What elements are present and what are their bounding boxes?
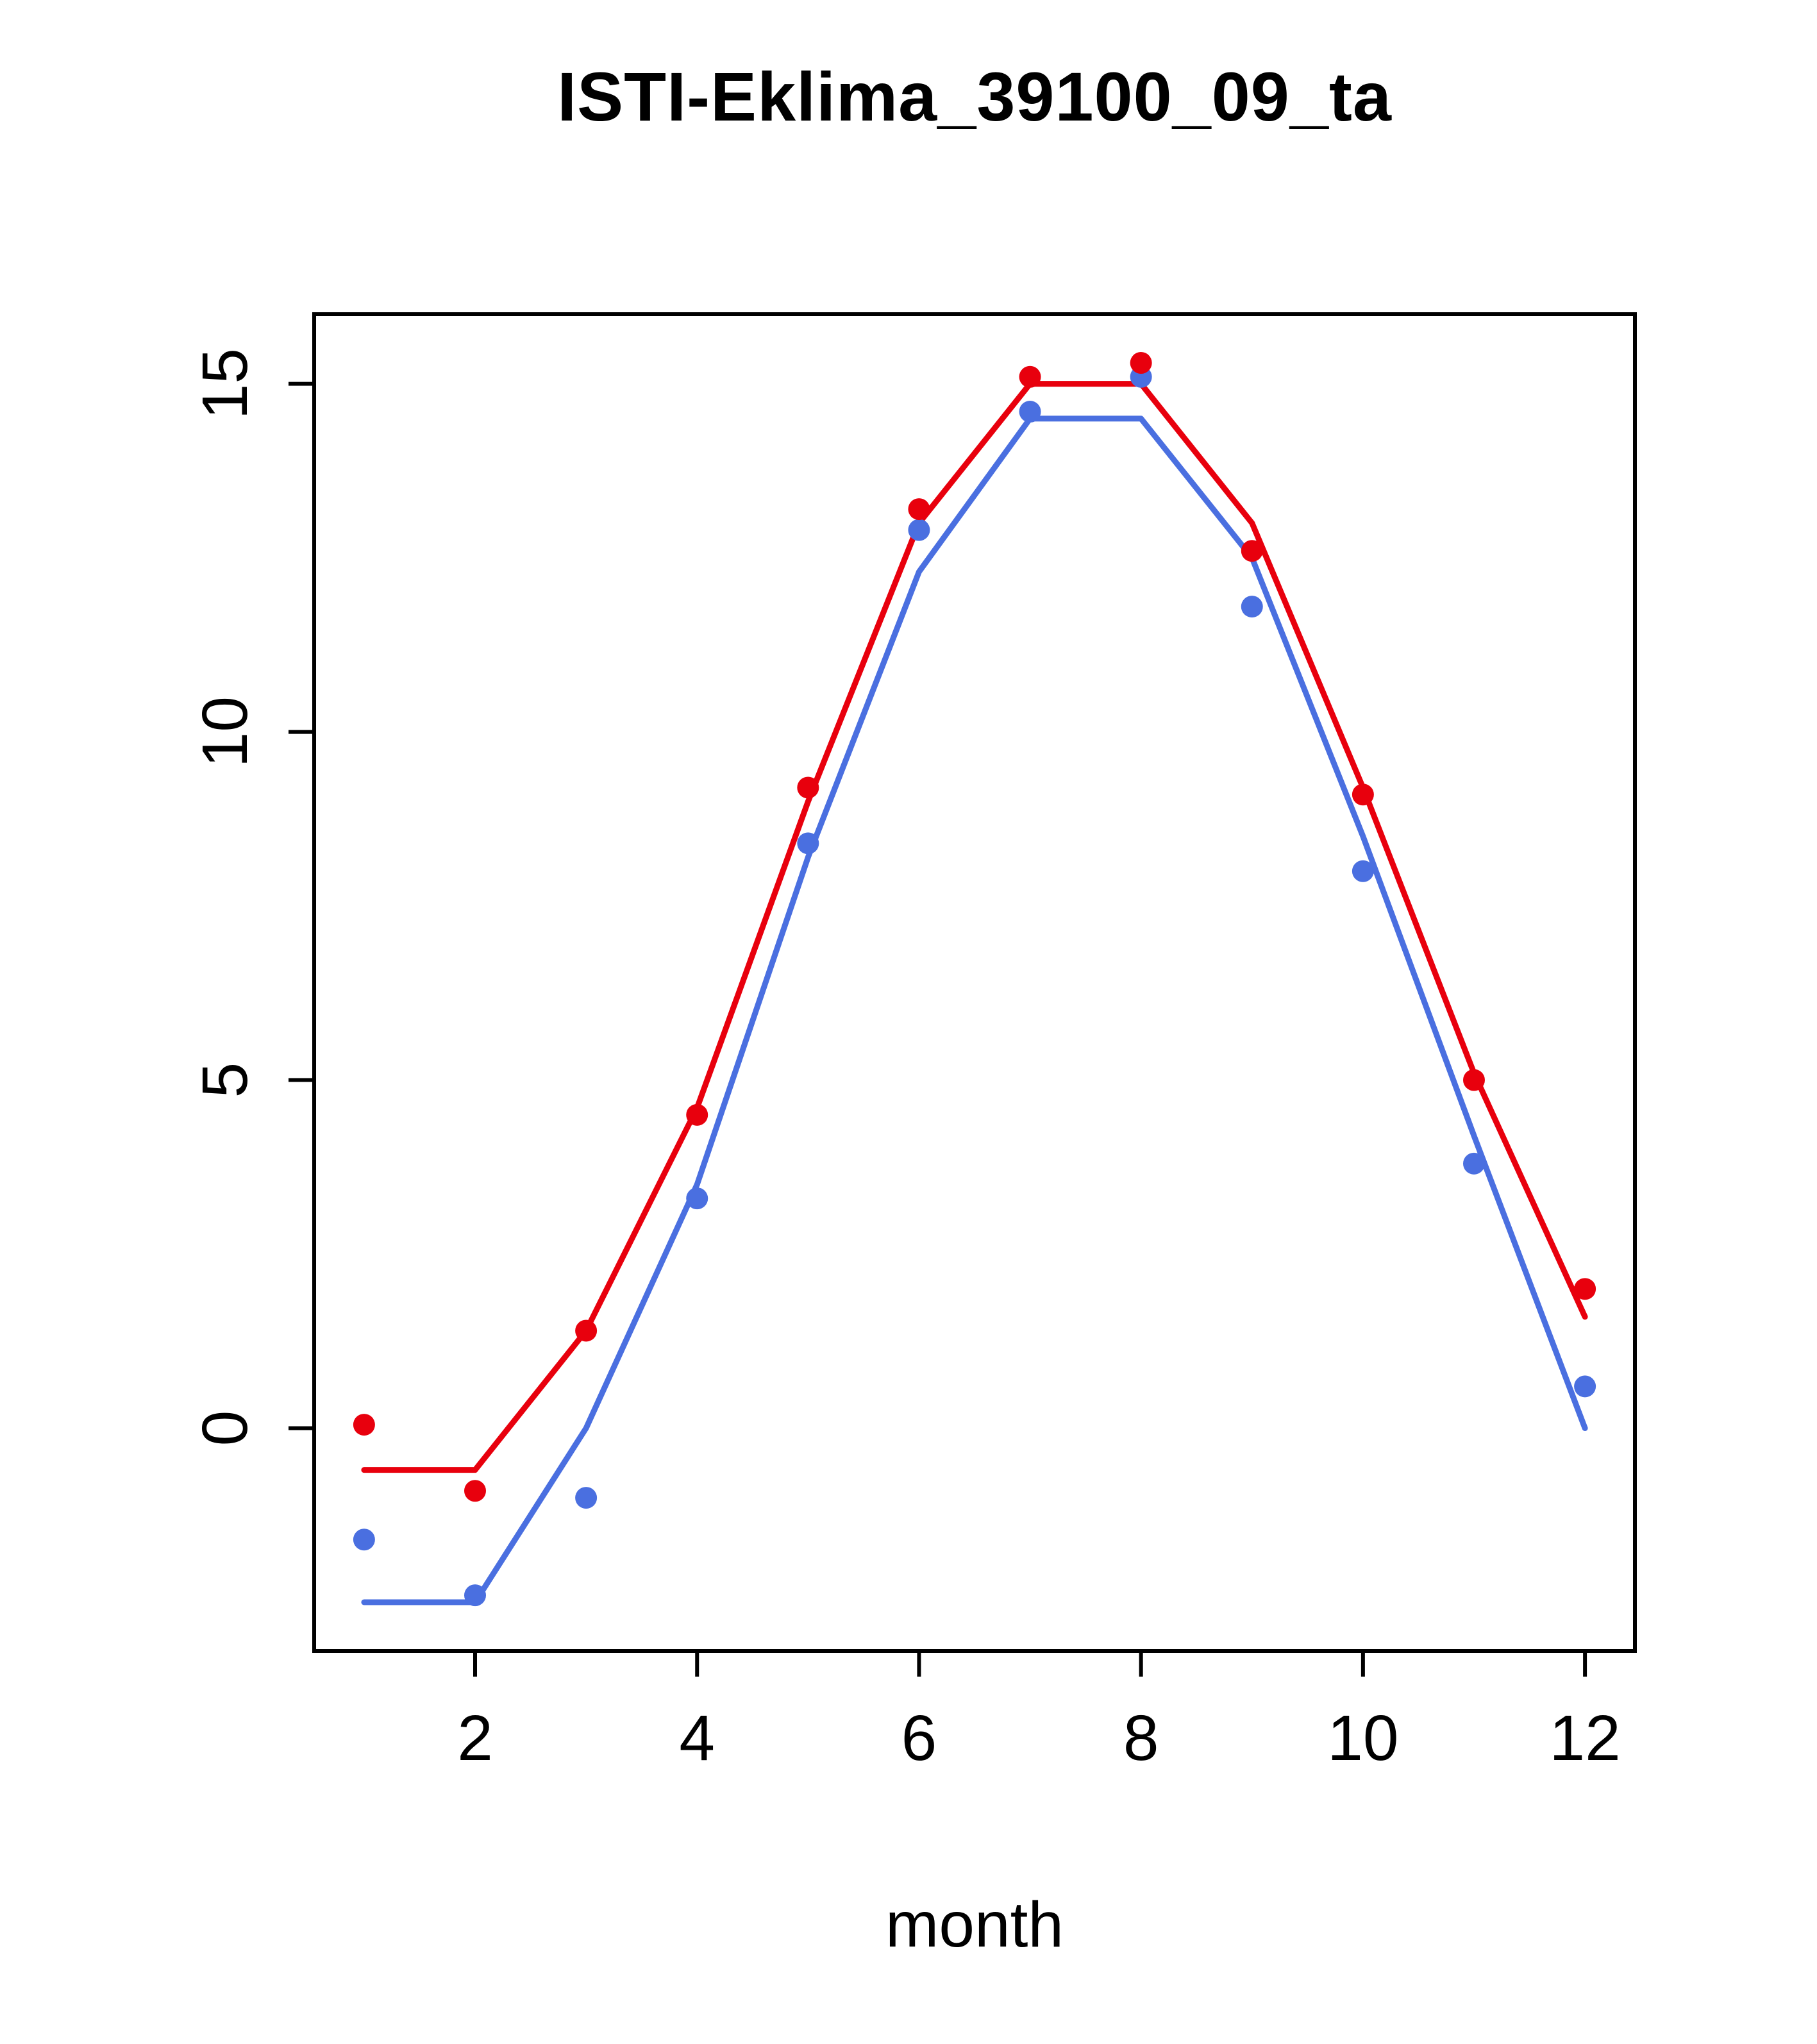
- series-red-points-marker: [1019, 365, 1041, 388]
- series-red-points-marker: [1574, 1278, 1596, 1300]
- series-red-points-marker: [1352, 783, 1374, 806]
- series-blue-points-marker: [686, 1187, 708, 1210]
- y-tick-label: 5: [189, 1062, 261, 1098]
- series-blue-points-marker: [1462, 1152, 1485, 1175]
- series-red-points-marker: [464, 1480, 487, 1502]
- series-red-points-marker: [353, 1414, 375, 1436]
- x-tick-label: 8: [1123, 1702, 1159, 1774]
- x-tick-label: 10: [1327, 1702, 1398, 1774]
- series-blue-points-marker: [353, 1529, 375, 1551]
- series-red-points-marker: [908, 498, 930, 521]
- x-axis-label: month: [885, 1889, 1064, 1961]
- x-tick-label: 12: [1549, 1702, 1620, 1774]
- series-blue-points-marker: [797, 832, 819, 855]
- series-blue-line: [361, 415, 1588, 1605]
- series-blue-points-marker: [1574, 1375, 1596, 1398]
- series-blue-points-marker: [464, 1584, 487, 1607]
- x-tick-label: 4: [679, 1702, 715, 1774]
- series-blue-points-marker: [908, 519, 930, 541]
- series-red-line: [361, 381, 1588, 1473]
- series-red-points-marker: [1462, 1069, 1485, 1091]
- series-blue-points-marker: [1019, 401, 1041, 423]
- series-blue-points-marker: [1241, 596, 1263, 618]
- series-red-points-marker: [686, 1103, 708, 1126]
- plot-box: [312, 312, 1637, 1653]
- series-red-points-marker: [1130, 352, 1152, 374]
- series-red-points-marker: [1241, 540, 1263, 562]
- y-tick-label: 15: [189, 348, 261, 419]
- series-red-points-marker: [575, 1319, 598, 1342]
- x-tick-label: 6: [901, 1702, 937, 1774]
- series-red-points-marker: [797, 776, 819, 799]
- y-tick-label: 10: [189, 696, 261, 767]
- y-tick-label: 0: [189, 1411, 261, 1446]
- series-blue-points-marker: [575, 1487, 598, 1509]
- x-tick-label: 2: [457, 1702, 493, 1774]
- series-blue-points-marker: [1352, 860, 1374, 882]
- chart-title: ISTI-Eklima_39100_09_ta: [557, 58, 1392, 135]
